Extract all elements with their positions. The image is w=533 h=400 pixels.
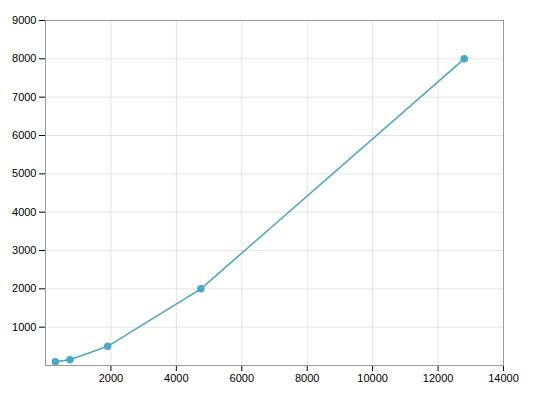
svg-text:3000: 3000 [12,244,36,256]
svg-text:9000: 9000 [12,14,36,26]
svg-text:4000: 4000 [12,206,36,218]
svg-text:2000: 2000 [99,372,123,384]
svg-text:14000: 14000 [488,372,519,384]
svg-text:7000: 7000 [12,91,36,103]
svg-text:1000: 1000 [12,321,36,333]
svg-text:4000: 4000 [164,372,188,384]
svg-text:8000: 8000 [12,52,36,64]
svg-text:8000: 8000 [295,372,319,384]
svg-text:12000: 12000 [423,372,454,384]
svg-text:6000: 6000 [230,372,254,384]
svg-text:5000: 5000 [12,167,36,179]
svg-text:6000: 6000 [12,129,36,141]
svg-text:10000: 10000 [357,372,388,384]
svg-text:2000: 2000 [12,282,36,294]
